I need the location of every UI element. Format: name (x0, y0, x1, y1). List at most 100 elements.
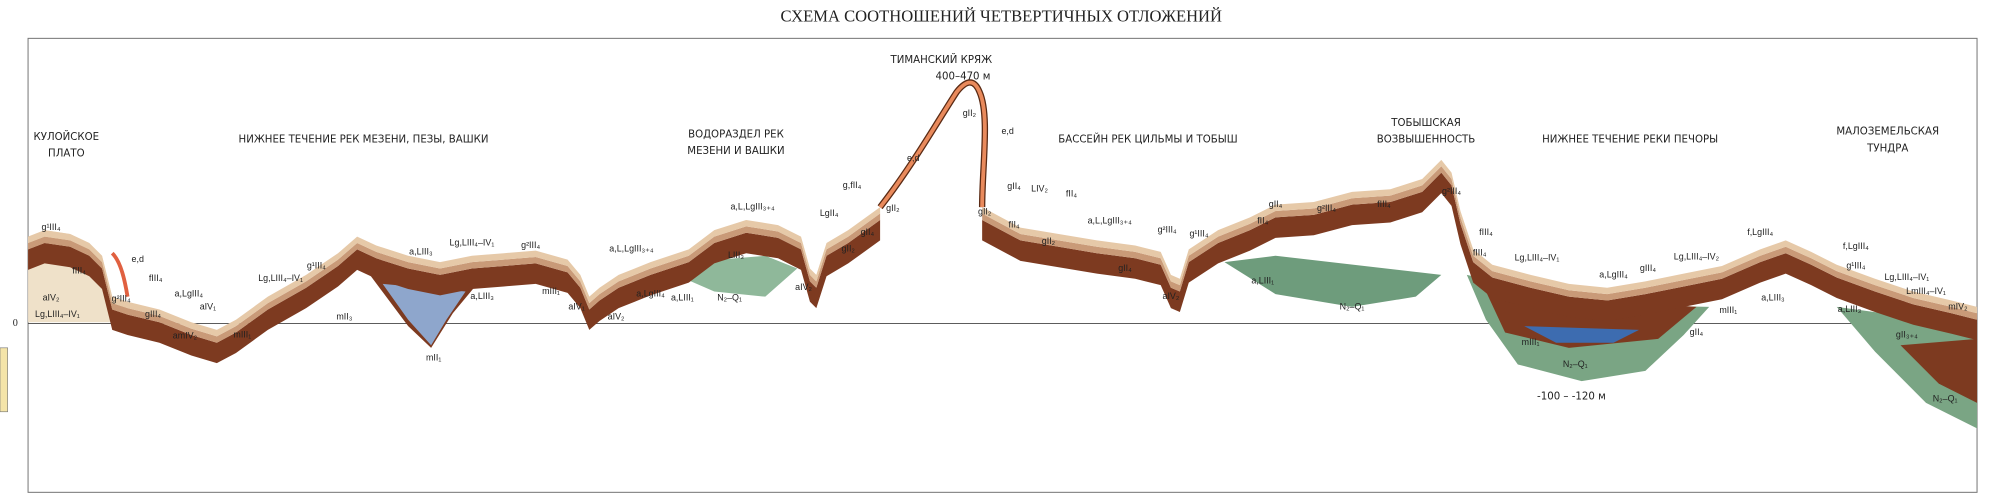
formation-label: Lg,LIII₄–IV₂ (1674, 251, 1720, 261)
formation-label: N₂–Q₁ (1563, 359, 1588, 369)
formation-label: fII₄ (1008, 219, 1019, 229)
stratum-band (982, 172, 1978, 341)
formation-label: g,fII₄ (843, 180, 862, 190)
formation-label: gIII₄ (1640, 263, 1656, 273)
formation-label: fII₄ (1066, 189, 1077, 199)
stratum-body (1900, 338, 1978, 403)
labels: КУЛОЙСКОЕ ПЛАТО НИЖНЕЕ ТЕЧЕНИЕ РЕК МЕЗЕНИ,… (34, 53, 1969, 403)
formation-label: LIV₂ (1031, 184, 1048, 194)
formation-label: f,LgIII₄ (1843, 241, 1869, 251)
formation-label: Lg,LIII₄–IV₁ (1884, 272, 1929, 282)
formation-label: aIV₂ (1162, 291, 1179, 301)
ed-lens (110, 251, 130, 297)
formation-label: Lg,LIII₄–IV₁ (450, 237, 495, 247)
formation-label: N₂–Q₁ (717, 292, 742, 302)
formation-label: gII₂ (842, 244, 856, 254)
timan-ridge-fill (878, 80, 987, 209)
formation-label: g²III₄ (112, 294, 131, 304)
stratum-body (1524, 326, 1640, 343)
formation-label: a,L,LgIII₃₊₄ (609, 244, 654, 254)
region-label: НИЖНЕЕ ТЕЧЕНИЕ РЕКИ ПЕЧОРЫ (1542, 134, 1718, 145)
formation-label: a,LIII₃ (1838, 304, 1862, 314)
region-label: ВОДОРАЗДЕЛ РЕК (688, 129, 785, 140)
formation-label: gII₄ (1690, 327, 1704, 337)
formation-label: gII₂ (886, 203, 900, 213)
formation-label: fIII₄ (1377, 199, 1391, 209)
formation-label: e,d (132, 254, 144, 264)
formation-label: a,LgIII₄ (636, 288, 665, 298)
stratum-body (1224, 255, 1442, 307)
formation-label: mIII₁ (233, 329, 251, 339)
formation-label: aIV₁ (200, 301, 216, 311)
formation-label: gIII₄ (145, 309, 161, 319)
region-label: МАЛОЗЕМЕЛЬСКАЯ (1836, 127, 1939, 138)
formation-label: gII₄ (861, 227, 875, 237)
formation-label: aIV₂ (608, 311, 625, 321)
formation-label: LmIII₄–IV₁ (1906, 286, 1946, 296)
region-label: МЕЗЕНИ И ВАШКИ (687, 146, 784, 157)
formation-label: g¹III₄ (1189, 228, 1208, 238)
stratum-band (28, 219, 881, 364)
formation-label: N₂–Q₁ (1933, 393, 1958, 403)
stratum-body (1836, 306, 1978, 429)
formation-label: mII₃ (336, 311, 352, 321)
formation-label: a,L,LgIII₃₊₄ (730, 202, 775, 212)
formation-label: gII₃₊₄ (1896, 329, 1918, 339)
formation-label: g¹III₄ (42, 222, 61, 232)
formation-label: a,LIII₃ (409, 246, 433, 256)
zero-label: 0 (13, 318, 18, 329)
formation-label: g¹III₄ (1846, 260, 1865, 270)
formation-label: fIII₄ (149, 273, 163, 283)
region-label: ПЛАТО (48, 148, 85, 159)
formation-label: a,LIII₃ (470, 291, 494, 301)
formation-label: aIV₂ (795, 282, 812, 292)
formation-label: gII₄ (1007, 181, 1021, 191)
depth-label: -100 – -120 м (1537, 391, 1606, 402)
formation-label: g²III₄ (521, 240, 540, 250)
formation-label: N₂–Q₁ (1340, 301, 1365, 311)
region-label: ВОЗВЫШЕННОСТЬ (1377, 134, 1476, 145)
formation-label: mIV₂ (1948, 301, 1968, 311)
formation-label: mII₁ (426, 352, 441, 362)
formation-label: a,LgIII₄ (175, 288, 204, 298)
formation-label: f,LgIII₄ (1747, 227, 1773, 237)
strata (28, 79, 1978, 429)
formation-label: mIII₁ (1522, 337, 1540, 347)
formation-label: gII₂ (1042, 236, 1056, 246)
formation-label: Lg,LIII₄–IV₁ (35, 309, 80, 319)
formation-label: e,d (907, 153, 919, 163)
formation-label: a,L,LgIII₃₊₄ (1088, 216, 1133, 226)
formation-label: gII₂ (963, 108, 977, 118)
formation-label: fII₄ (1257, 216, 1268, 226)
region-label: ТИМАНСКИЙ КРЯЖ (890, 53, 993, 66)
formation-label: a,LIII₁ (1251, 276, 1274, 286)
region-label: 400–470 м (936, 72, 991, 83)
formation-label: gII₄ (1118, 263, 1132, 273)
formation-label: a,LgIII₄ (1599, 269, 1628, 279)
formation-label: Lg,LIII₄–IV₁ (258, 273, 303, 283)
title: СХЕМА СООТНОШЕНИЙ ЧЕТВЕРТИЧНЫХ ОТЛОЖЕНИЙ (781, 7, 1222, 26)
formation-label: LIII₃ (728, 250, 744, 260)
formation-label: e,d (1001, 126, 1013, 136)
formation-label: g²III₄ (1442, 186, 1461, 196)
formation-label: fIII₄ (72, 265, 86, 275)
formation-label: a,LIII₃ (1761, 292, 1785, 302)
stratum-body (382, 283, 466, 346)
formation-label: g²III₄ (1317, 203, 1336, 213)
formation-label: fIII₄ (1479, 227, 1493, 237)
region-label: НИЖНЕЕ ТЕЧЕНИЕ РЕК МЕЗЕНИ, ПЕЗЫ, ВАШКИ (239, 134, 489, 145)
region-label: КУЛОЙСКОЕ (34, 130, 100, 143)
formation-label: fIII₄ (1473, 248, 1487, 258)
region-label: ТУНДРА (1866, 143, 1908, 154)
formation-label: LgII₄ (820, 208, 839, 218)
region-label: БАССЕЙН РЕК ЦИЛЬМЫ И ТОБЫШ (1058, 132, 1237, 145)
formation-label: mIII₁ (1719, 305, 1737, 315)
formation-label: a,LIII₁ (671, 292, 694, 302)
formation-label: Lg,LIII₄–IV₁ (1515, 253, 1560, 263)
region-label: ТОБЫШСКАЯ (1390, 118, 1461, 129)
formation-label: gII₂ (978, 207, 992, 217)
formation-label: aIV₁ (568, 301, 584, 311)
formation-label: mIII₁ (542, 286, 560, 296)
